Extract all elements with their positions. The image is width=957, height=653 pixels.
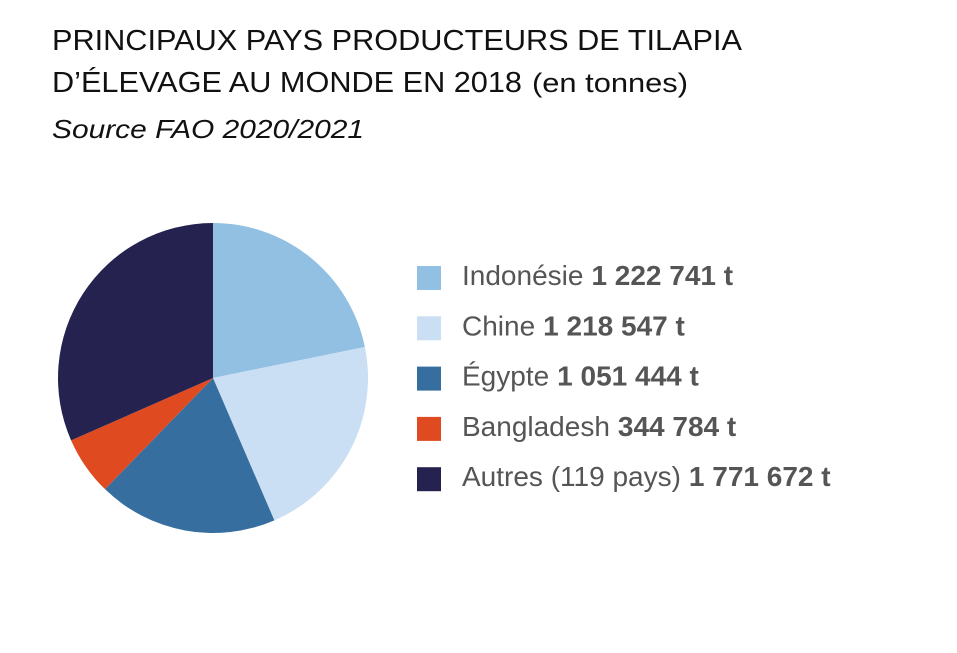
legend-entry: Bangladesh 344 784 t [462,411,736,442]
pie-slice [57,223,214,441]
legend-entry: Chine 1 218 547 t [462,311,685,342]
chart-title: D’ÉLEVAGE AU MONDE EN 2018 [52,66,522,99]
value-label: 1 218 547 t [543,311,685,342]
legend-entry: Égypte 1 051 444 t [462,361,699,392]
unit-note: (en tonnes) [532,68,688,98]
chart-title: PRINCIPAUX PAYS PRODUCTEURS DE TILAPIA [52,25,743,57]
legend-entry: Indonésie 1 222 741 t [462,260,733,291]
legend-swatch [417,416,441,441]
legend-label: Bangladesh [462,411,610,442]
legend-swatch [417,467,441,492]
legend-swatch [417,266,441,290]
legend-label: Autres (119 pays) [462,462,681,493]
legend-swatch [417,316,441,341]
subtitle: Source FAO 2020/2021 [52,114,364,144]
value-label: 1 771 672 t [689,462,831,493]
value-label: 344 784 t [618,411,736,442]
value-label: 1 051 444 t [557,361,699,392]
legend-swatch [417,366,441,391]
legend: Indonésie 1 222 741 t Chine 1 218 547 t Égyp… [417,260,831,493]
legend-entry: Autres (119 pays) 1 771 672 t [462,462,831,493]
value-label: 1 222 741 t [591,260,733,291]
pie-slice [213,347,368,521]
pie-slice [213,223,365,378]
legend-label: Égypte [462,361,549,392]
chart-title: D’ÉLEVAGE AU MONDE EN 2018 (en tonnes) [52,66,688,99]
legend-label: Indonésie [462,260,583,291]
pie-slice [105,378,275,534]
pie [57,223,368,534]
legend-label: Chine [462,311,535,342]
pie-slice [71,378,213,490]
